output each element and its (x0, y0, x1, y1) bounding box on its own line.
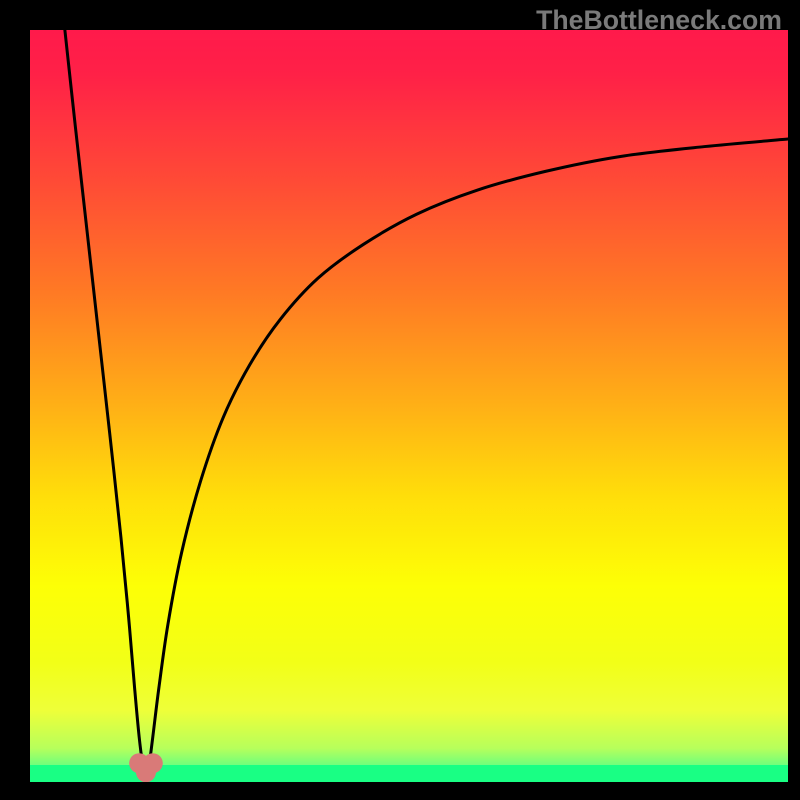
watermark-text: TheBottleneck.com (536, 5, 782, 36)
curve-overlay (30, 30, 788, 782)
bottleneck-curve (65, 30, 788, 774)
curve-markers (129, 753, 163, 782)
chart-container: TheBottleneck.com (0, 0, 800, 800)
plot-area (30, 30, 788, 782)
curve-min-marker (143, 753, 163, 773)
